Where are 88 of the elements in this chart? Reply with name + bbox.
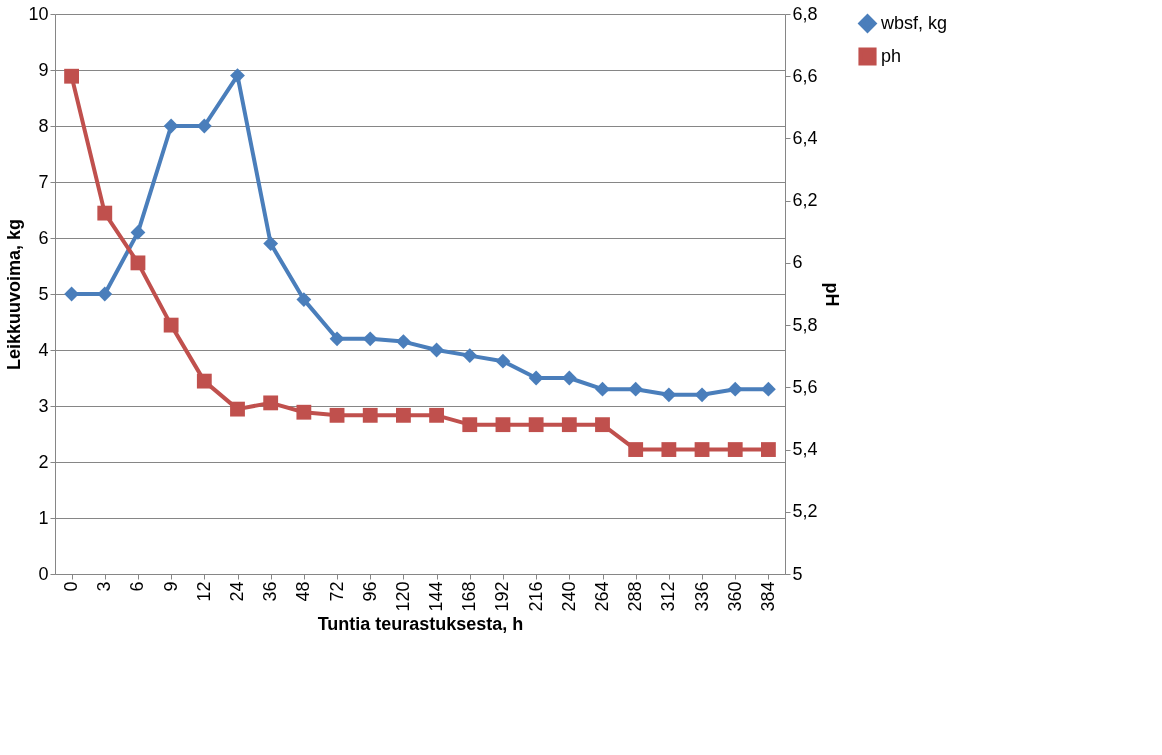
y-tick-label: 4 [38,339,49,360]
y2-tick-label: 6,4 [792,127,818,148]
y-axis-title: Leikkuuvoima, kg [4,218,25,371]
y-tick-label: 5 [38,283,49,304]
x-tick-label: 384 [757,581,778,612]
y2-tick-label: 5 [792,563,803,584]
x-tick-label: 192 [492,581,513,612]
x-tick-label: 264 [592,581,612,612]
point [462,348,478,364]
point [462,417,478,433]
point [628,381,644,397]
point [694,442,710,457]
y-tick-label: 2 [38,451,49,472]
y2-tick-label: 6 [792,252,803,273]
x-tick-label: 120 [392,581,413,612]
point [163,317,179,333]
y-tick-label: 6 [38,227,49,248]
point [595,417,610,433]
x-tick-label: 360 [724,581,745,612]
point [727,442,743,457]
legend-label: ph [881,45,902,66]
x-tick-label: 144 [426,581,447,612]
point [760,442,776,457]
point [130,255,146,271]
point [429,407,445,423]
point [97,286,113,302]
point [64,68,80,84]
point [694,387,710,403]
point [263,395,279,411]
x-axis-title: Tuntia teurastuksesta, h [317,613,524,634]
x-tick-label: 3 [94,581,115,592]
point [196,373,212,389]
x-tick-label: 336 [691,581,712,612]
point [760,381,776,397]
y2-tick-label: 6,2 [792,190,818,211]
y2-tick-label: 6,6 [792,65,818,86]
point [395,407,411,423]
point [395,334,411,350]
point [230,68,245,84]
point [727,381,743,397]
x-tick-label: 9 [160,581,181,592]
point [561,417,577,433]
y2-tick-label: 5,4 [792,439,818,460]
point [230,401,245,417]
x-tick-label: 240 [558,581,579,612]
x-tick-label: 6 [127,581,148,592]
x-tick-label: 0 [61,581,82,592]
point [495,353,511,369]
y-tick-label: 10 [28,3,49,24]
y2-axis-title: pH [821,282,842,307]
x-tick-label: 36 [260,581,281,602]
x-tick-label: 288 [625,581,646,612]
point [595,381,610,397]
point [296,292,312,308]
y-tick-label: 3 [38,395,49,416]
point [528,417,544,433]
x-tick-label: 216 [525,581,546,612]
x-tick-label: 12 [193,581,214,602]
x-tick-label: 96 [359,581,380,602]
y2-tick-label: 5,6 [792,376,818,397]
point [661,442,677,457]
x-tick-label: 312 [658,581,679,612]
point [329,331,345,347]
point [495,417,511,433]
y2-tick-label: 6,8 [792,3,818,24]
y2-tick-label: 5,2 [792,501,818,522]
point [296,404,312,420]
x-tick-label: 72 [326,581,347,602]
point [362,407,378,423]
point [97,205,113,221]
y-tick-label: 8 [38,115,49,136]
y2-tick-label: 5,8 [792,314,818,335]
y-tick-label: 9 [38,59,49,80]
point [628,442,644,457]
point [263,236,279,252]
point [661,387,677,403]
point [429,342,445,358]
point [362,331,378,347]
point [163,118,179,134]
y-tick-label: 7 [38,171,49,192]
x-tick-label: 48 [293,581,314,602]
point [528,370,544,386]
y-tick-label: 1 [38,507,49,528]
point [130,224,146,240]
x-tick-label: 168 [459,581,480,612]
x-tick-label: 24 [227,581,247,602]
point [329,407,345,423]
legend-label: wbsf, kg [880,12,948,33]
